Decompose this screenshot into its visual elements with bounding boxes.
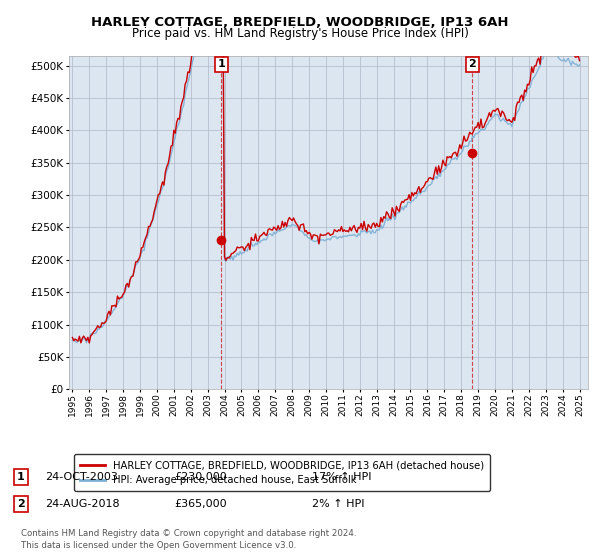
Text: Price paid vs. HM Land Registry's House Price Index (HPI): Price paid vs. HM Land Registry's House … <box>131 27 469 40</box>
Text: 1: 1 <box>218 59 226 69</box>
Text: 1: 1 <box>17 472 25 482</box>
Legend: HARLEY COTTAGE, BREDFIELD, WOODBRIDGE, IP13 6AH (detached house), HPI: Average p: HARLEY COTTAGE, BREDFIELD, WOODBRIDGE, I… <box>74 454 490 491</box>
Text: Contains HM Land Registry data © Crown copyright and database right 2024.
This d: Contains HM Land Registry data © Crown c… <box>21 529 356 550</box>
Text: 2: 2 <box>469 59 476 69</box>
Text: £365,000: £365,000 <box>174 499 227 509</box>
Text: HARLEY COTTAGE, BREDFIELD, WOODBRIDGE, IP13 6AH: HARLEY COTTAGE, BREDFIELD, WOODBRIDGE, I… <box>91 16 509 29</box>
Text: 2: 2 <box>17 499 25 509</box>
Text: 24-AUG-2018: 24-AUG-2018 <box>45 499 119 509</box>
Text: £230,000: £230,000 <box>174 472 227 482</box>
Text: 17% ↑ HPI: 17% ↑ HPI <box>312 472 371 482</box>
Text: 2% ↑ HPI: 2% ↑ HPI <box>312 499 365 509</box>
Text: 24-OCT-2003: 24-OCT-2003 <box>45 472 118 482</box>
